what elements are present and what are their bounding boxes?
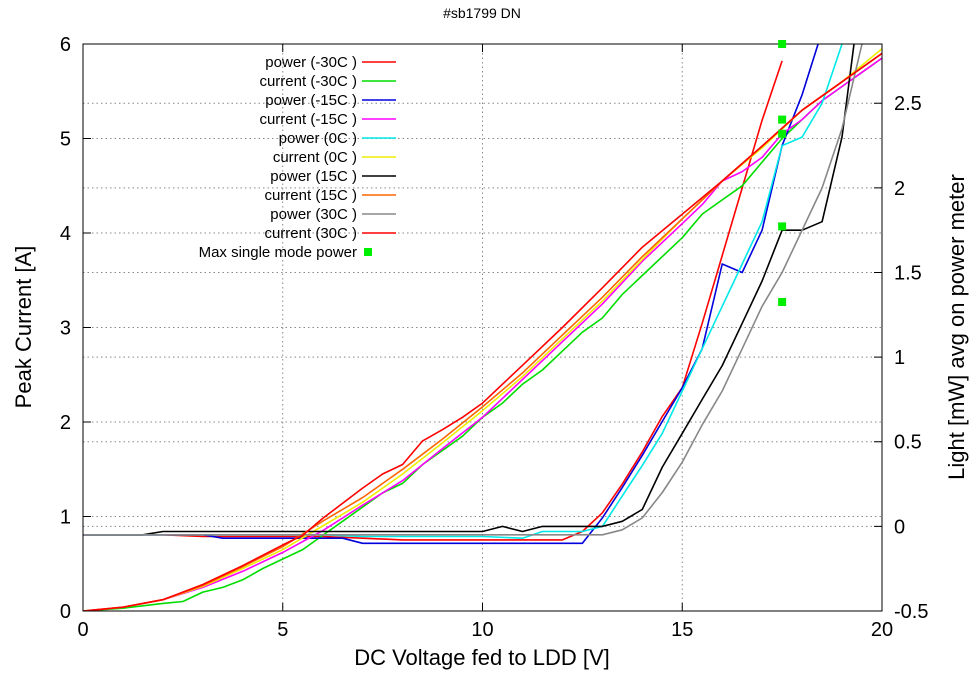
- x-tick-label: 15: [671, 619, 693, 641]
- grid: [83, 44, 882, 611]
- max-single-mode-point: [778, 222, 787, 231]
- series-line-0: [83, 60, 783, 541]
- x-tick-label: 5: [277, 619, 288, 641]
- y2-tick-label: -0.5: [894, 601, 928, 623]
- x-tick-label: 20: [871, 619, 893, 641]
- legend-label: power (-30C ): [265, 54, 357, 71]
- legend-label: current (-15C ): [259, 111, 357, 128]
- series-line-4: [83, 44, 843, 540]
- series-line-8: [83, 44, 863, 536]
- series-line-2: [83, 44, 819, 545]
- y-tick-label: 0: [60, 601, 71, 623]
- max-single-mode-point: [778, 129, 787, 138]
- y2-axis-label: Light [mW] avg on power meter: [944, 174, 969, 480]
- y2-tick-label: 1.5: [894, 262, 922, 284]
- y-tick-label: 1: [60, 507, 71, 529]
- series-line-3: [83, 57, 882, 611]
- x-tick-label: 10: [471, 619, 493, 641]
- chart-title: #sb1799 DN: [443, 5, 521, 21]
- legend-label: Max single mode power: [199, 244, 357, 261]
- y-tick-label: 2: [60, 412, 71, 434]
- legend-label: current (30C ): [264, 225, 357, 242]
- x-tick-label: 0: [77, 619, 88, 641]
- y2-tick-label: 1: [894, 347, 905, 369]
- max-single-mode-point: [778, 115, 787, 124]
- series-line-9: [83, 52, 882, 611]
- y2-tick-label: 2.5: [894, 93, 922, 115]
- y2-tick-label: 0: [894, 516, 905, 538]
- legend-marker: [364, 248, 372, 256]
- x-axis-label: DC Voltage fed to LDD [V]: [354, 645, 610, 670]
- y-tick-label: 5: [60, 129, 71, 151]
- max-single-mode-point: [778, 40, 787, 48]
- series-line-5: [83, 48, 882, 611]
- y-tick-label: 3: [60, 318, 71, 340]
- legend-label: power (0C ): [279, 130, 357, 147]
- y-tick-label: 4: [60, 223, 71, 245]
- ticks: 0 5 10 15 20 0 1 2 3 4 5 6 -0.5 0 0.5 1 1.5 2 2.5: [60, 34, 929, 641]
- y2-tick-label: 2: [894, 178, 905, 200]
- series-line-1: [83, 57, 882, 611]
- legend: power (-30C ) current (-30C ) power (-15C …: [199, 54, 396, 261]
- legend-label: power (15C ): [270, 168, 357, 185]
- legend-label: power (-15C ): [265, 92, 357, 109]
- y2-tick-label: 0.5: [894, 432, 922, 454]
- legend-label: current (15C ): [264, 187, 357, 204]
- y-axis-label: Peak Current [A]: [11, 246, 36, 409]
- y-tick-label: 6: [60, 34, 71, 56]
- legend-label: power (30C ): [270, 206, 357, 223]
- legend-label: current (-30C ): [259, 73, 357, 90]
- series-layer: [83, 44, 882, 611]
- series-line-6: [83, 44, 855, 536]
- max-single-mode-point: [778, 297, 787, 306]
- legend-label: current (0C ): [273, 149, 357, 166]
